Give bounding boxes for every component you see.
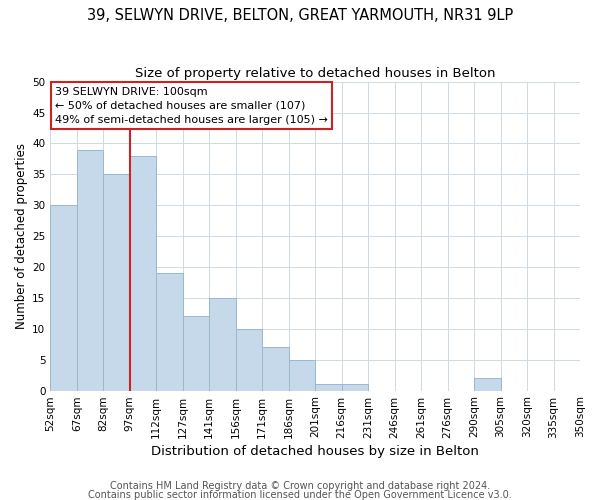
Bar [50, 205, 77, 390]
Text: Contains public sector information licensed under the Open Government Licence v3: Contains public sector information licen… [88, 490, 512, 500]
Y-axis label: Number of detached properties: Number of detached properties [15, 143, 28, 329]
Title: Size of property relative to detached houses in Belton: Size of property relative to detached ho… [135, 68, 496, 80]
Bar [103, 174, 130, 390]
Bar [236, 329, 262, 390]
X-axis label: Distribution of detached houses by size in Belton: Distribution of detached houses by size … [151, 444, 479, 458]
Bar [183, 316, 209, 390]
Bar [341, 384, 368, 390]
Bar [130, 156, 156, 390]
Bar [315, 384, 341, 390]
Text: Contains HM Land Registry data © Crown copyright and database right 2024.: Contains HM Land Registry data © Crown c… [110, 481, 490, 491]
Bar [289, 360, 315, 390]
Bar [209, 298, 236, 390]
Bar [156, 273, 183, 390]
Bar [262, 348, 289, 391]
Bar [474, 378, 500, 390]
Text: 39 SELWYN DRIVE: 100sqm
← 50% of detached houses are smaller (107)
49% of semi-d: 39 SELWYN DRIVE: 100sqm ← 50% of detache… [55, 86, 328, 124]
Text: 39, SELWYN DRIVE, BELTON, GREAT YARMOUTH, NR31 9LP: 39, SELWYN DRIVE, BELTON, GREAT YARMOUTH… [87, 8, 513, 22]
Bar [77, 150, 103, 390]
